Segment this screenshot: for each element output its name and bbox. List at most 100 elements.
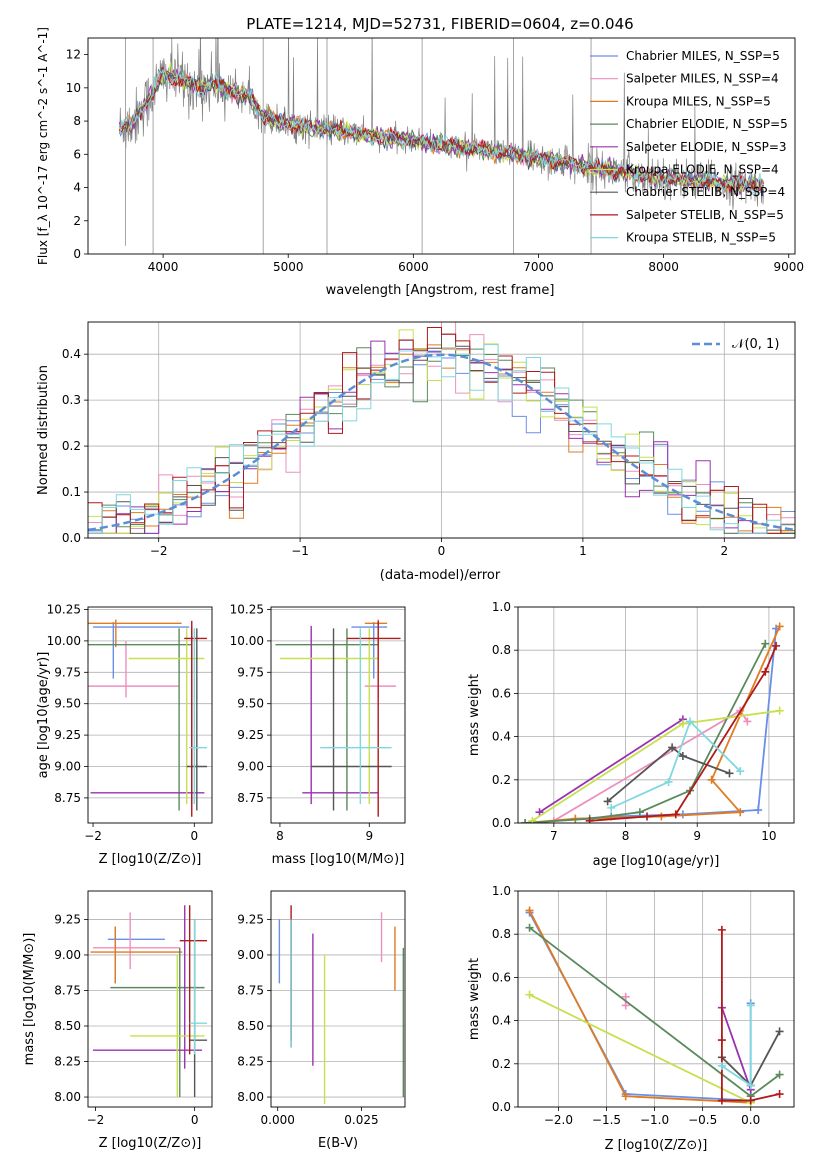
y-tick-label: 8.75 xyxy=(237,791,264,805)
age-vs-metallicity-plot: −2 0 8.75 9.00 9.25 9.50 9.75 10.00 10.25 Z [log1… xyxy=(36,603,213,867)
weight-data xyxy=(525,906,784,1107)
y-axis-label: age [log10(age/yr)] xyxy=(36,652,51,779)
weight-data xyxy=(521,622,784,823)
y-tick-label: 9.25 xyxy=(54,912,81,926)
axes-frame xyxy=(517,606,795,824)
weight-series-line xyxy=(525,643,767,823)
x-tick-label: −1.5 xyxy=(592,1113,621,1127)
y-tick-label: 8.25 xyxy=(237,1055,264,1069)
y-axis-label: mass weight xyxy=(467,674,482,756)
weight-point-marker xyxy=(643,812,652,821)
x-tick-label: 4000 xyxy=(148,260,179,274)
weight-point-marker xyxy=(775,706,784,715)
y-tick-label: 9.50 xyxy=(54,697,81,711)
x-tick-label: 2 xyxy=(720,544,728,558)
y-tick-label: 9.00 xyxy=(54,948,81,962)
y-tick-label: 10.00 xyxy=(230,634,264,648)
y-tick-label: 10.25 xyxy=(230,603,264,617)
y-tick-label: 0.6 xyxy=(492,970,511,984)
weight-series-line xyxy=(525,628,777,823)
y-tick-label: 8.75 xyxy=(54,791,81,805)
x-tick-label: 0 xyxy=(438,544,446,558)
y-axis-label: Normed distribution xyxy=(36,365,51,495)
weight-point-marker xyxy=(621,992,630,1001)
weight-point-marker xyxy=(671,810,680,819)
legend-entry: Kroupa MILES, N_SSP=5 xyxy=(626,94,771,108)
x-tick-label: 0.025 xyxy=(344,1113,378,1127)
weight-point-marker xyxy=(775,622,784,631)
y-axis-label: mass weight xyxy=(467,958,482,1040)
y-tick-label: 8.75 xyxy=(54,983,81,997)
y-tick-label: 0.8 xyxy=(492,927,511,941)
x-tick-label: −2 xyxy=(84,829,102,843)
weight-series-line xyxy=(610,719,741,809)
y-tick-label: 8.00 xyxy=(237,1090,264,1104)
model-spectrum xyxy=(118,69,764,196)
weight-series-line xyxy=(529,993,752,1104)
weight-point-marker xyxy=(607,803,616,812)
y-tick-label: 0.1 xyxy=(62,485,81,499)
x-tick-label: −2 xyxy=(87,1113,105,1127)
mass-vs-ebv-plot: 0.000 0.025 8.00 8.25 8.50 8.75 9.00 9.25 E(B-V) xyxy=(237,890,406,1151)
weight-point-marker xyxy=(717,1061,726,1070)
y-tick-label: 9.50 xyxy=(237,697,264,711)
weight-point-marker xyxy=(678,719,687,728)
y-tick-label: 10.25 xyxy=(47,603,81,617)
y-axis-label: mass [log10(M/M⊙)] xyxy=(22,933,37,1066)
weight-point-marker xyxy=(746,1096,755,1105)
y-tick-label: 0.0 xyxy=(492,1100,511,1114)
weight-point-marker xyxy=(746,1001,755,1010)
y-tick-label: 1.0 xyxy=(492,884,511,898)
model-spectrum xyxy=(118,66,765,194)
x-tick-label: −2.0 xyxy=(544,1113,573,1127)
x-tick-label: −0.5 xyxy=(688,1113,717,1127)
histogram-series xyxy=(88,344,795,534)
figure-title: PLATE=1214, MJD=52731, FIBERID=0604, z=0… xyxy=(246,15,633,33)
errorbar-data xyxy=(88,905,212,1098)
y-tick-label: 1.0 xyxy=(492,600,511,614)
x-tick-label: 8 xyxy=(622,829,630,843)
weight-point-marker xyxy=(668,743,677,752)
weight-series-line xyxy=(531,709,780,822)
weight-point-marker xyxy=(761,667,770,676)
x-tick-label: 9 xyxy=(365,829,373,843)
y-tick-label: 0.0 xyxy=(492,816,511,830)
y-tick-label: 0 xyxy=(73,247,81,261)
y-tick-label: 0.0 xyxy=(62,531,81,545)
weight-point-marker xyxy=(664,777,673,786)
y-tick-label: 0.4 xyxy=(492,730,511,744)
spectrum-plot: 4000 5000 6000 7000 8000 9000 0 2 4 6 8 10 12 wavelen… xyxy=(36,27,804,298)
weight-point-marker xyxy=(635,808,644,817)
y-tick-label: 0.2 xyxy=(62,439,81,453)
y-tick-label: 0.4 xyxy=(62,347,81,361)
histogram-series xyxy=(88,333,795,534)
legend-entry: Chabrier ELODIE, N_SSP=5 xyxy=(626,117,788,131)
weight-point-marker xyxy=(717,1036,726,1045)
x-axis-label: (data-model)/error xyxy=(380,568,501,583)
weight-series-line xyxy=(539,718,684,813)
x-tick-label: 7000 xyxy=(523,260,554,274)
residuals-histogram: −2 −1 0 1 2 0.0 0.1 0.2 0.3 0.4 (data-model)/error… xyxy=(36,321,796,583)
x-tick-label: −1 xyxy=(291,544,309,558)
legend-entry: 𝒩(0, 1) xyxy=(732,337,779,352)
weight-point-marker xyxy=(585,816,594,823)
x-tick-label: 0 xyxy=(191,1113,199,1127)
x-tick-label: 5000 xyxy=(273,260,304,274)
x-axis-label: wavelength [Angstrom, rest frame] xyxy=(326,283,555,298)
model-spectrum xyxy=(118,61,765,193)
y-tick-label: 0.2 xyxy=(492,773,511,787)
legend-entry: Salpeter ELODIE, N_SSP=3 xyxy=(626,140,787,154)
y-tick-label: 8.25 xyxy=(54,1055,81,1069)
y-tick-label: 12 xyxy=(66,48,81,62)
axes-frame xyxy=(517,890,795,1108)
legend-entry: Kroupa ELODIE, N_SSP=4 xyxy=(626,163,779,177)
y-tick-label: 8.75 xyxy=(237,983,264,997)
x-tick-label: 1 xyxy=(579,544,587,558)
errorbar-data xyxy=(271,609,405,817)
weight-series-line xyxy=(525,626,781,823)
y-tick-label: 8.50 xyxy=(54,1019,81,1033)
x-tick-label: 7 xyxy=(550,829,558,843)
legend-entry: Chabrier STELIB, N_SSP=4 xyxy=(626,185,785,199)
y-tick-label: 0.3 xyxy=(62,393,81,407)
